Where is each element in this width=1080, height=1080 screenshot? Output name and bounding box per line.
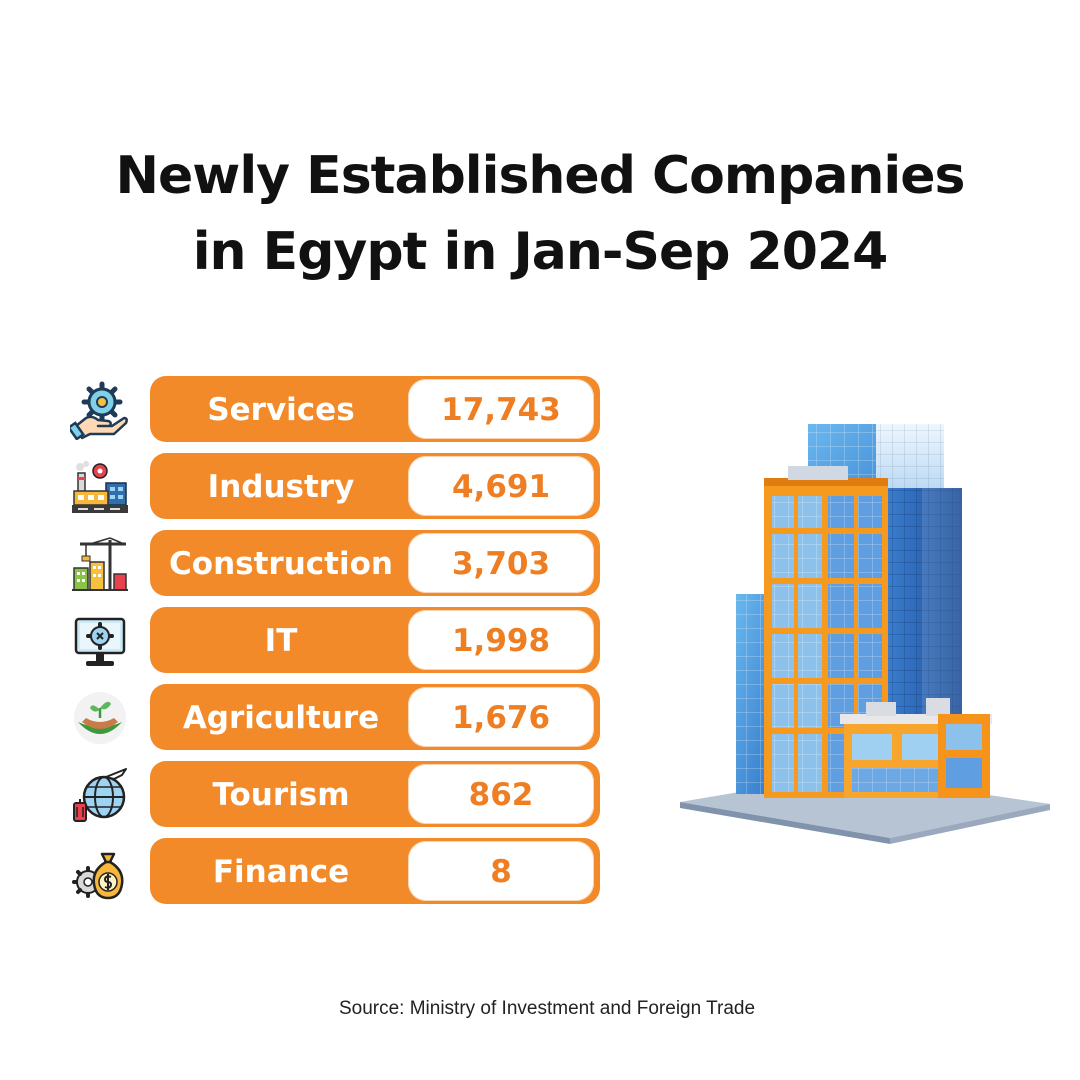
chart-title-line-1: Newly Established Companies	[115, 146, 966, 206]
table-row-agriculture: Agriculture 1,676	[70, 684, 610, 750]
category-label: Finance	[212, 854, 350, 890]
category-pill: Industry 4,691	[150, 453, 600, 519]
category-label: Industry	[207, 469, 355, 505]
category-pill: Tourism 862	[150, 761, 600, 827]
chart-title: Newly Established Companies in Egypt in …	[0, 138, 1080, 290]
table-row-it: IT 1,998	[70, 607, 610, 673]
category-value: 1,676	[451, 700, 551, 736]
category-label: Services	[207, 392, 355, 428]
value-box: 1,676	[408, 687, 594, 747]
category-pill: Agriculture 1,676	[150, 684, 600, 750]
table-row-finance: Finance 8	[70, 838, 610, 904]
computer-gear-icon	[70, 611, 130, 671]
value-box: 862	[408, 764, 594, 824]
category-label: Tourism	[212, 777, 350, 813]
category-value: 17,743	[441, 392, 561, 428]
table-row-services: Services 17,743	[70, 376, 610, 442]
value-box: 3,703	[408, 533, 594, 593]
category-value: 3,703	[451, 546, 551, 582]
value-box: 8	[408, 841, 594, 901]
value-box: 1,998	[408, 610, 594, 670]
factory-icon	[70, 457, 130, 517]
hand-gear-icon	[70, 380, 130, 440]
category-label: IT	[264, 623, 298, 659]
crane-icon	[70, 534, 130, 594]
category-pill: Finance 8	[150, 838, 600, 904]
table-row-construction: Construction 3,703	[70, 530, 610, 596]
value-box: 4,691	[408, 456, 594, 516]
category-value: 4,691	[451, 469, 551, 505]
chart-title-line-2: in Egypt in Jan-Sep 2024	[192, 222, 889, 282]
category-value: 8	[490, 854, 512, 890]
category-pill: Construction 3,703	[150, 530, 600, 596]
plant-hands-icon	[70, 688, 130, 748]
category-label: Construction	[169, 546, 393, 582]
category-label: Agriculture	[182, 700, 380, 736]
money-bag-gear-icon	[70, 842, 130, 902]
source-note: Source: Ministry of Investment and Forei…	[338, 998, 756, 1019]
category-pill: IT 1,998	[150, 607, 600, 673]
globe-plane-icon	[70, 765, 130, 825]
table-row-industry: Industry 4,691	[70, 453, 610, 519]
value-box: 17,743	[408, 379, 594, 439]
building-illustration	[676, 418, 1052, 846]
category-value: 862	[468, 777, 534, 813]
category-pill: Services 17,743	[150, 376, 600, 442]
table-row-tourism: Tourism 862	[70, 761, 610, 827]
category-value: 1,998	[451, 623, 551, 659]
